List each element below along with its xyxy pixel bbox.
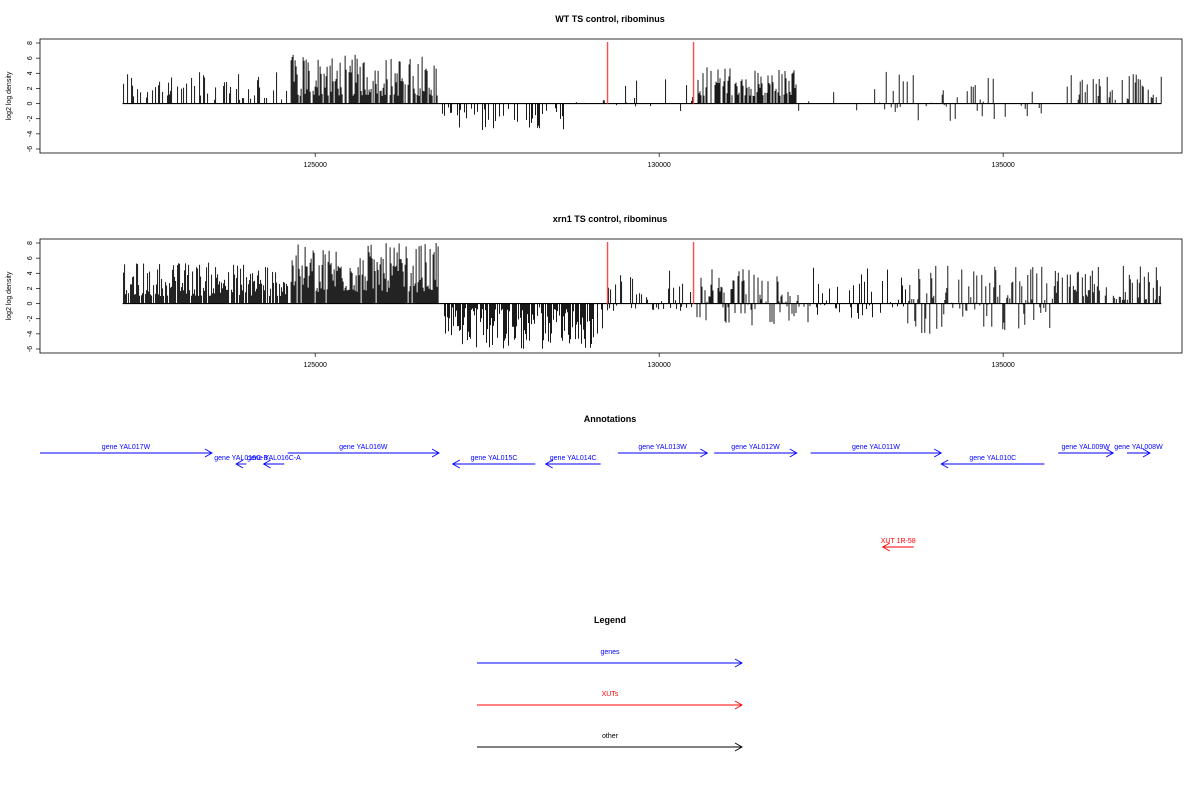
legend-label: genes	[600, 649, 620, 656]
y-tick-label: 6	[27, 56, 34, 60]
x-tick-label: 135000	[991, 362, 1014, 369]
feature-arrowhead	[1142, 448, 1151, 458]
y-tick-label: -6	[27, 146, 34, 152]
panel-title: WT TS control, ribominus	[555, 14, 665, 24]
marker-lines	[606, 242, 695, 304]
legend-title: Legend	[594, 615, 626, 625]
annotations-title: Annotations	[584, 414, 637, 424]
panel-xrn1-ts-control: xrn1 TS control, ribominus log2 log dens…	[6, 214, 1183, 369]
legend: Legend genes XUTs other	[477, 615, 743, 752]
x-tick-label: 125000	[304, 362, 327, 369]
feature-label: gene YAL015C	[471, 455, 518, 462]
y-tick-label: 0	[27, 302, 34, 306]
y-tick-label: -6	[27, 346, 34, 352]
legend-items: genes XUTs other	[477, 649, 743, 752]
marker-lines	[606, 42, 695, 104]
feature-arrowhead	[700, 448, 709, 458]
plot-frame	[39, 238, 1183, 354]
feature-label: gene YAL013W	[638, 444, 687, 451]
y-axis-ticks: -6 -4 -2 0 2 4 6 8	[27, 241, 40, 352]
feature-arrowhead	[431, 448, 440, 458]
y-tick-label: -2	[27, 116, 34, 122]
legend-arrowhead	[734, 658, 743, 668]
feature-arrowhead	[933, 448, 943, 458]
feature-label: gene YAL016C-A	[247, 455, 301, 462]
legend-arrowhead	[734, 742, 743, 752]
feature-arrowhead	[789, 448, 798, 458]
feature-arrowhead	[1105, 448, 1115, 458]
y-tick-label: 8	[27, 41, 34, 45]
panel-title: xrn1 TS control, ribominus	[553, 214, 668, 224]
feature-arrowhead	[881, 542, 890, 552]
feature-arrowhead	[204, 448, 213, 458]
panel-wt-ts-control: WT TS control, ribominus log2 log densit…	[6, 14, 1183, 169]
x-tick-label: 130000	[647, 362, 670, 369]
feature-label: gene YAL010C	[969, 455, 1016, 462]
feature-arrowhead	[451, 459, 460, 469]
feature-label: gene YAL009W	[1062, 444, 1111, 451]
feature-arrowhead	[262, 459, 271, 469]
feature-label: gene YAL012W	[731, 444, 780, 451]
feature-label: gene YAL008W	[1114, 444, 1163, 451]
y-tick-label: 2	[27, 86, 34, 90]
feature-label: XUT 1R-58	[881, 538, 916, 545]
legend-label: other	[602, 733, 619, 740]
y-axis-label: log2 log density	[6, 71, 13, 120]
x-axis-ticks: 125000 130000 135000	[304, 353, 1015, 369]
y-tick-label: -4	[27, 331, 34, 337]
x-axis-ticks: 125000 130000 135000	[304, 153, 1015, 169]
legend-label: XUTs	[602, 691, 619, 698]
density-bars	[123, 243, 1161, 349]
y-tick-label: -2	[27, 316, 34, 322]
plot-frame	[39, 38, 1183, 154]
y-tick-label: 4	[27, 71, 34, 75]
y-tick-label: 8	[27, 241, 34, 245]
feature-label: gene YAL017W	[102, 444, 151, 451]
y-tick-label: 6	[27, 256, 34, 260]
y-tick-label: 4	[27, 271, 34, 275]
y-axis-label: log2 log density	[6, 271, 13, 320]
feature-label: gene YAL016C-B	[214, 455, 268, 462]
x-tick-label: 125000	[304, 162, 327, 169]
feature-label: gene YAL011W	[852, 444, 900, 451]
feature-arrowhead	[940, 459, 949, 469]
legend-arrowhead	[734, 700, 743, 710]
feature-arrowhead	[544, 459, 553, 469]
x-tick-label: 135000	[991, 162, 1014, 169]
feature-label: gene YAL016W	[339, 444, 388, 451]
y-tick-label: 0	[27, 102, 34, 106]
y-tick-label: 2	[27, 286, 34, 290]
feature-label: gene YAL014C	[550, 455, 597, 462]
y-axis-ticks: -6 -4 -2 0 2 4 6 8	[27, 41, 40, 152]
density-bars	[123, 54, 1162, 130]
x-tick-label: 130000	[647, 162, 670, 169]
y-tick-label: -4	[27, 131, 34, 137]
feature-arrowhead	[235, 459, 244, 469]
